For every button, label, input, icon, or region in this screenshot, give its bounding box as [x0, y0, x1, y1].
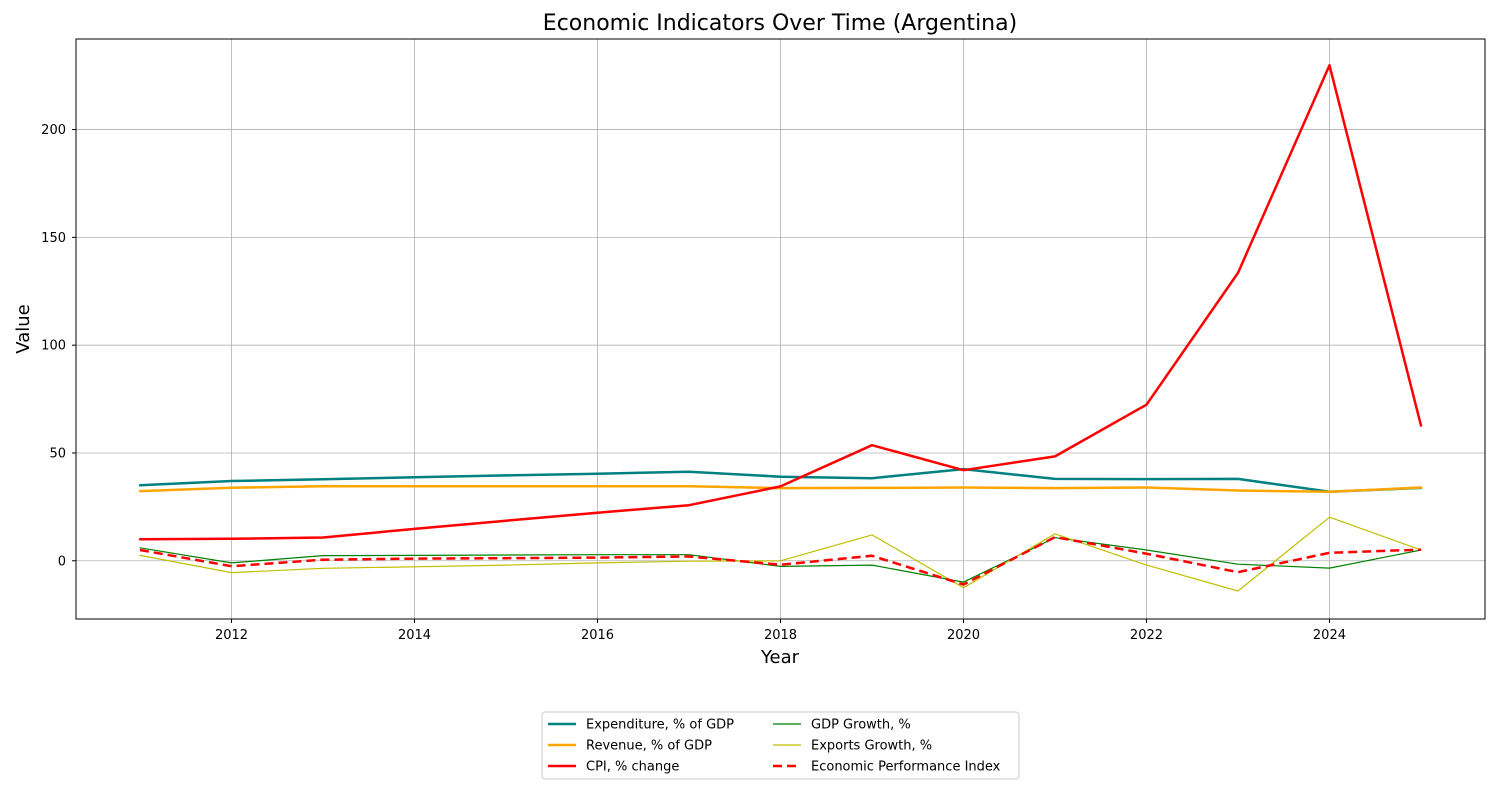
x-tick-label: 2022: [1130, 628, 1163, 643]
y-tick-label: 100: [41, 339, 66, 354]
legend-label: Revenue, % of GDP: [586, 739, 712, 754]
y-axis-title: Value: [13, 304, 34, 353]
y-tick-label: 0: [58, 554, 66, 569]
grid-lines: [76, 39, 1485, 619]
plot-area-frame: [75, 38, 1486, 620]
x-tick-label: 2020: [947, 628, 980, 643]
legend-label: GDP Growth, %: [811, 718, 911, 733]
series-line-expenditure-of-gdp: [138, 467, 1423, 494]
series-line-cpi-change: [138, 64, 1423, 541]
series-line-economic-performance-index: [139, 535, 1422, 586]
x-tick-label: 2012: [215, 628, 248, 643]
legend-label: Exports Growth, %: [811, 739, 932, 754]
legend-label: CPI, % change: [586, 760, 679, 775]
x-tick-label: 2016: [581, 628, 614, 643]
series-line-revenue-of-gdp: [138, 484, 1423, 494]
legend-label: Economic Performance Index: [811, 760, 1001, 775]
axis-ticks: 2012 2014 2016 2018 2020 2022 2024 0 50 100 150 200: [41, 123, 1346, 643]
y-tick-label: 150: [41, 231, 66, 246]
x-tick-label: 2014: [398, 628, 431, 643]
chart-title: Economic Indicators Over Time (Argentina…: [543, 11, 1017, 36]
legend-label: Expenditure, % of GDP: [586, 718, 734, 733]
legend: Expenditure, % of GDP Revenue, % of GDP CP…: [541, 711, 1020, 780]
y-tick-label: 50: [49, 446, 66, 461]
x-axis-title: Year: [760, 647, 800, 668]
x-tick-label: 2024: [1313, 628, 1346, 643]
data-series: [138, 64, 1423, 592]
series-line-gdp-growth: [139, 537, 1422, 583]
y-tick-label: 200: [41, 123, 66, 138]
x-tick-label: 2018: [764, 628, 797, 643]
series-line-exports-growth: [139, 516, 1422, 592]
